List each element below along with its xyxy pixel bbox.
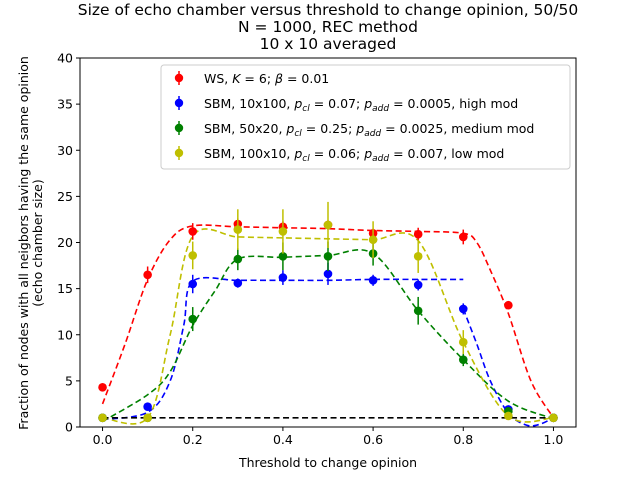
y-tick-label: 15 bbox=[57, 281, 73, 296]
legend-ws-end: = 0.01 bbox=[283, 71, 329, 86]
data-point bbox=[98, 413, 107, 423]
data-point bbox=[549, 413, 558, 423]
plot-frame bbox=[79, 57, 577, 428]
chart-title-line-2: N = 1000, REC method bbox=[238, 18, 418, 36]
legend-marker-ws bbox=[174, 73, 184, 83]
legend-box bbox=[160, 64, 571, 170]
y-tick-label: 5 bbox=[65, 373, 73, 388]
series-sbm-medium bbox=[98, 241, 558, 423]
data-point bbox=[323, 269, 333, 279]
x-axis: 0.0 0.2 0.4 0.6 0.8 1.0 bbox=[93, 427, 564, 447]
data-point bbox=[98, 383, 107, 392]
legend-sbm-medium-pcl: 0.25 bbox=[320, 121, 348, 136]
data-point bbox=[188, 279, 198, 289]
legend-entry-sbm-high: SBM, 10x100, pcl = 0.07; padd = 0.0005, … bbox=[174, 96, 518, 114]
legend-sbm-low-padd: 0.007 bbox=[408, 146, 444, 161]
y-tick-label: 20 bbox=[57, 235, 73, 250]
x-tick-label: 0.0 bbox=[93, 432, 113, 447]
data-point bbox=[413, 229, 423, 239]
legend-sbm-high-tail: , high mod bbox=[451, 96, 518, 111]
data-point bbox=[413, 252, 423, 261]
legend-sbm-high-pcl: 0.07 bbox=[328, 96, 356, 111]
data-point bbox=[188, 227, 198, 236]
data-point bbox=[458, 304, 468, 314]
data-point bbox=[278, 227, 288, 236]
plot-content bbox=[98, 201, 558, 427]
data-point bbox=[143, 413, 152, 423]
legend-label-sbm-high: SBM, 10x100, pcl = 0.07; padd = 0.0005, … bbox=[204, 96, 518, 114]
x-tick-label: 0.2 bbox=[183, 432, 203, 447]
data-point bbox=[278, 273, 288, 282]
data-point bbox=[143, 270, 152, 280]
legend: WS, K = 6; β = 0.01 SBM, 10x100, pcl = 0… bbox=[160, 64, 571, 170]
data-point bbox=[458, 355, 468, 364]
y-tick-label: 35 bbox=[57, 97, 73, 112]
legend-ws-prefix: WS, bbox=[204, 71, 232, 86]
chart-title-line-1: Size of echo chamber versus threshold to… bbox=[78, 1, 578, 19]
legend-marker-sbm-medium bbox=[174, 123, 184, 133]
x-axis-label: Threshold to change opinion bbox=[238, 455, 417, 470]
data-point bbox=[233, 278, 243, 288]
legend-sbm-low-tail: , low mod bbox=[443, 146, 504, 161]
legend-ws-k-symbol: K bbox=[232, 71, 242, 86]
y-tick-label: 25 bbox=[57, 189, 73, 204]
data-point bbox=[188, 251, 198, 260]
y-tick-label: 40 bbox=[57, 51, 73, 66]
legend-ws-beta-symbol: β bbox=[274, 71, 283, 86]
y-axis-label-line-2: (echo chamber size) bbox=[30, 179, 45, 306]
data-point bbox=[233, 254, 243, 264]
legend-entry-sbm-low: SBM, 100x10, pcl = 0.06; padd = 0.007, l… bbox=[174, 146, 504, 164]
legend-sbm-low-prefix: SBM, 100x10, bbox=[204, 146, 294, 161]
series-sbm-high bbox=[98, 262, 558, 423]
legend-entry-ws: WS, K = 6; β = 0.01 bbox=[174, 71, 329, 86]
y-axis: 0 5 10 15 20 25 30 35 40 bbox=[57, 51, 80, 435]
legend-ws-mid: = 6; bbox=[240, 71, 275, 86]
legend-sbm-medium-prefix: SBM, 50x20, bbox=[204, 121, 286, 136]
data-point bbox=[278, 252, 288, 261]
fit-curve-1 bbox=[102, 276, 464, 421]
series-sbm-low bbox=[98, 201, 558, 423]
legend-marker-sbm-low bbox=[174, 148, 184, 158]
data-point bbox=[458, 232, 468, 242]
data-point bbox=[233, 225, 243, 234]
data-point bbox=[504, 411, 513, 421]
fit-curve-4 bbox=[102, 228, 554, 425]
data-point bbox=[323, 220, 333, 230]
legend-sbm-high-prefix: SBM, 10x100, bbox=[204, 96, 294, 111]
data-point bbox=[323, 252, 333, 261]
y-tick-label: 0 bbox=[65, 420, 73, 435]
x-tick-label: 0.8 bbox=[453, 432, 473, 447]
y-tick-label: 30 bbox=[57, 143, 73, 158]
legend-label-sbm-medium: SBM, 50x20, pcl = 0.25; padd = 0.0025, m… bbox=[204, 121, 534, 139]
data-point bbox=[368, 276, 378, 285]
data-point bbox=[413, 280, 423, 290]
x-tick-label: 0.6 bbox=[363, 432, 383, 447]
x-tick-label: 0.4 bbox=[273, 432, 293, 447]
legend-entry-sbm-medium: SBM, 50x20, pcl = 0.25; padd = 0.0025, m… bbox=[174, 121, 534, 139]
legend-label-sbm-low: SBM, 100x10, pcl = 0.06; padd = 0.007, l… bbox=[204, 146, 504, 164]
legend-sbm-high-padd: 0.0005 bbox=[408, 96, 452, 111]
legend-label-ws: WS, K = 6; β = 0.01 bbox=[204, 71, 329, 86]
y-tick-label: 10 bbox=[57, 327, 73, 342]
x-tick-label: 1.0 bbox=[544, 432, 564, 447]
data-point bbox=[413, 306, 423, 316]
data-point bbox=[504, 300, 513, 310]
legend-sbm-low-pcl: 0.06 bbox=[328, 146, 356, 161]
data-point bbox=[188, 314, 198, 324]
data-point bbox=[368, 235, 378, 245]
y-axis-label-line-1: Fraction of nodes with all neigbors havi… bbox=[16, 56, 31, 430]
chart-title-line-3: 10 x 10 averaged bbox=[260, 35, 397, 53]
data-point bbox=[143, 402, 152, 412]
legend-marker-sbm-high bbox=[174, 98, 184, 108]
legend-sbm-medium-padd: 0.0025 bbox=[400, 121, 444, 136]
data-point bbox=[458, 337, 468, 347]
legend-sbm-medium-tail: , medium mod bbox=[443, 121, 534, 136]
